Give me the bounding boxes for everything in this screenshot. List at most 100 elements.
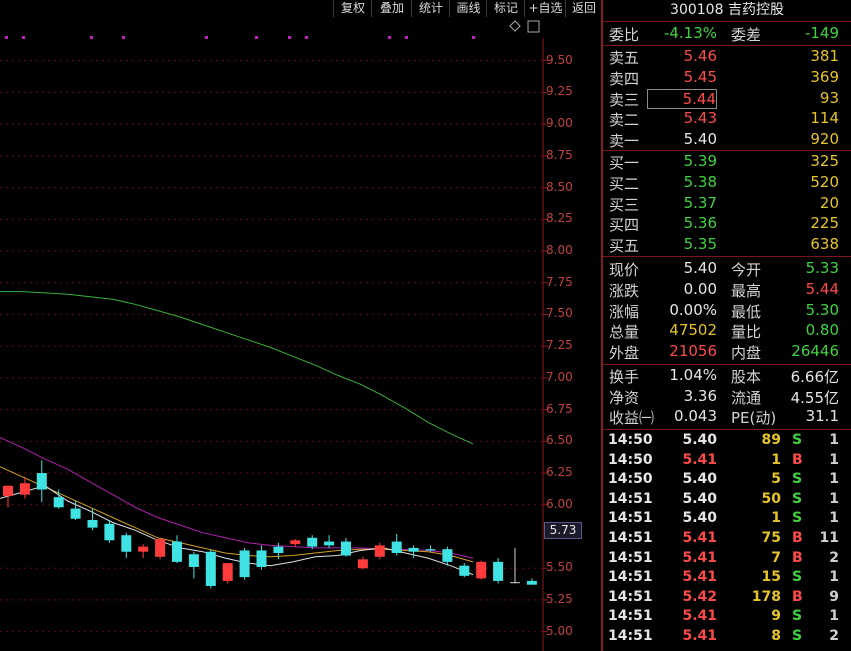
candle-body[interactable]	[19, 483, 30, 495]
level-volume: 638	[810, 235, 839, 254]
tick-dir: B	[792, 549, 803, 566]
candle-body[interactable]	[408, 547, 419, 552]
candle-body[interactable]	[256, 550, 267, 567]
candle-body[interactable]	[374, 545, 385, 557]
order-book-row: 卖四 5.45 369	[603, 68, 851, 88]
candle-body[interactable]	[476, 561, 487, 579]
tick-row[interactable]: 14:51 5.42 178 B 9	[603, 589, 851, 608]
tick-vol: 178	[751, 588, 781, 605]
marker-dot	[288, 36, 291, 39]
candle-body[interactable]	[104, 523, 115, 541]
candle-body[interactable]	[510, 582, 520, 584]
y-tick-label: 6.25	[546, 465, 573, 480]
tick-time: 14:51	[608, 588, 653, 605]
candle-body[interactable]	[526, 580, 537, 585]
toolbar-button[interactable]: 画线	[449, 0, 487, 17]
toolbar-button[interactable]: 复权	[333, 0, 372, 17]
tick-time: 14:51	[608, 510, 653, 527]
order-book-row: 卖五 5.46 381	[603, 47, 851, 67]
candle-body[interactable]	[53, 497, 64, 508]
candle-body[interactable]	[205, 551, 216, 586]
candle-body[interactable]	[442, 549, 453, 562]
candle-body[interactable]	[222, 563, 233, 581]
stat-label: 最低	[731, 302, 762, 321]
toolbar-button[interactable]: 统计	[411, 0, 450, 17]
tick-time: 14:51	[608, 608, 653, 625]
fund-label: 收益㈠	[609, 409, 655, 427]
stat-value: 0.00%	[669, 300, 717, 319]
tick-row[interactable]: 14:50 5.40 5 S 1	[603, 471, 851, 490]
stat-value: 47502	[669, 321, 717, 340]
candle-body[interactable]	[290, 540, 301, 545]
candle-body[interactable]	[138, 546, 149, 552]
tick-price: 5.41	[682, 549, 717, 566]
toolbar-button[interactable]: +自选	[524, 0, 566, 17]
candle-body[interactable]	[273, 546, 284, 553]
level-label: 买二	[609, 174, 640, 193]
level-label: 买五	[609, 237, 640, 256]
candle-body[interactable]	[188, 554, 199, 567]
order-book-row: 买三 5.37 20	[603, 194, 851, 214]
tick-price: 5.41	[682, 569, 717, 586]
stat-value: 5.40	[683, 259, 717, 277]
candle-body[interactable]	[357, 559, 368, 569]
tick-row[interactable]: 14:51 5.41 7 B 2	[603, 550, 851, 569]
toolbar-button[interactable]: 标记	[486, 0, 525, 17]
level-price: 5.38	[683, 172, 717, 191]
window-icon[interactable]	[527, 20, 540, 33]
diamond-icon[interactable]	[509, 20, 521, 32]
stat-label: 量比	[731, 323, 762, 342]
candle-body[interactable]	[341, 541, 351, 556]
stat-value: 21056	[669, 342, 717, 361]
candle-body[interactable]	[493, 561, 504, 581]
candle-body[interactable]	[391, 541, 402, 553]
candle-body[interactable]	[87, 520, 98, 528]
tick-cnt: 1	[829, 608, 839, 625]
tick-vol: 75	[761, 530, 781, 546]
candle-body[interactable]	[36, 473, 47, 490]
candle-body[interactable]	[324, 541, 335, 546]
stat-label: 涨幅	[609, 302, 640, 321]
stock-name: 吉药控股	[727, 2, 784, 18]
tick-row[interactable]: 14:51 5.41 9 S 1	[603, 608, 851, 627]
toolbar-button[interactable]: 叠加	[371, 0, 412, 17]
tick-price: 5.41	[682, 530, 717, 546]
candle-body[interactable]	[121, 535, 132, 552]
stat-row: 涨跌 0.00 最高 5.44	[603, 280, 851, 300]
candle-body[interactable]	[307, 537, 318, 547]
candle-body[interactable]	[155, 539, 166, 557]
y-tick-label: 7.00	[546, 369, 573, 384]
candle-body[interactable]	[70, 508, 81, 519]
tick-cnt: 11	[819, 530, 839, 546]
toolbar-button[interactable]: 返回	[565, 0, 602, 17]
current-price-label: 5.73	[544, 522, 582, 539]
tick-row[interactable]: 14:51 5.41 75 B 11	[603, 530, 851, 549]
fund-value: 1.04%	[669, 366, 717, 384]
level-price: 5.40	[683, 130, 717, 149]
level-volume: 20	[819, 193, 839, 212]
candle-body[interactable]	[425, 549, 436, 551]
stat-value: 0.80	[805, 321, 839, 340]
kline-chart[interactable]	[0, 18, 601, 651]
tick-row[interactable]: 14:51 5.41 8 S 2	[603, 628, 851, 647]
candle-body[interactable]	[3, 485, 13, 496]
tick-row[interactable]: 14:51 5.41 15 S 1	[603, 569, 851, 588]
kline-svg[interactable]	[0, 18, 601, 651]
tick-row[interactable]: 14:51 5.40 50 S 1	[603, 491, 851, 510]
tick-row[interactable]: 14:50 5.41 1 B 1	[603, 452, 851, 471]
divider	[603, 364, 851, 365]
candle-body[interactable]	[239, 550, 250, 578]
fund-value: 4.55亿	[790, 388, 839, 407]
y-tick-label: 8.25	[546, 211, 573, 226]
stat-row: 总量 47502 量比 0.80	[603, 321, 851, 341]
level-price: 5.46	[683, 47, 717, 65]
tick-cnt: 1	[829, 490, 839, 507]
tick-row[interactable]: 14:51 5.40 1 S 1	[603, 510, 851, 529]
tick-row[interactable]: 14:50 5.40 89 S 1	[603, 432, 851, 451]
y-tick-label: 6.75	[546, 401, 573, 416]
weicha-label: 委差	[731, 26, 762, 44]
level-volume: 520	[810, 172, 839, 191]
ma-line	[0, 437, 474, 559]
candle-body[interactable]	[172, 541, 182, 562]
candle-body[interactable]	[459, 565, 470, 576]
